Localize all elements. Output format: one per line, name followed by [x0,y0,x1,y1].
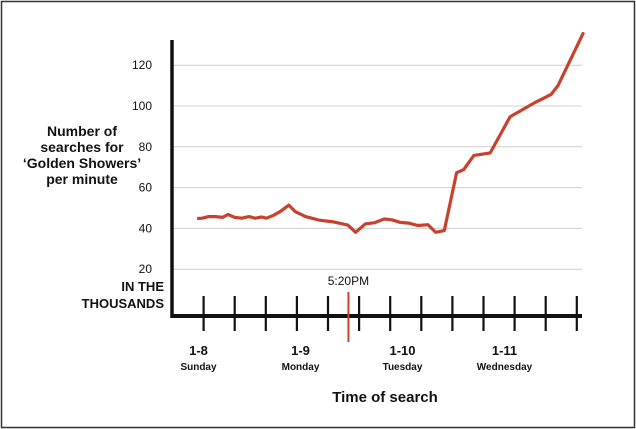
y-tick-label: 20 [139,262,153,276]
y-axis-title-line: per minute [46,171,118,187]
x-category-label: 1-9 [291,343,310,358]
y-tick-label: 120 [132,58,152,72]
y-unit-label: THOUSANDS [82,296,165,311]
y-axis-title-line: ‘Golden Showers’ [23,155,141,171]
x-category-sublabel: Sunday [180,362,217,373]
y-tick-label: 60 [139,181,153,195]
x-category-label: 1-10 [389,343,415,358]
y-tick-label: 100 [132,99,152,113]
x-category-label: 1-8 [189,343,208,358]
annotation-label: 5:20PM [328,274,369,288]
y-tick-label: 40 [139,221,153,235]
x-category-sublabel: Monday [282,362,320,373]
x-axis-title: Time of search [332,389,438,406]
y-unit-label: IN THE [121,279,164,294]
x-category-sublabel: Tuesday [383,362,423,373]
x-category-label: 1-11 [492,343,517,358]
series-line [196,31,585,234]
y-axis-title-line: searches for [40,139,124,155]
y-tick-label: 80 [139,140,153,154]
y-axis-title-line: Number of [47,123,117,139]
x-category-sublabel: Wednesday [477,362,533,373]
